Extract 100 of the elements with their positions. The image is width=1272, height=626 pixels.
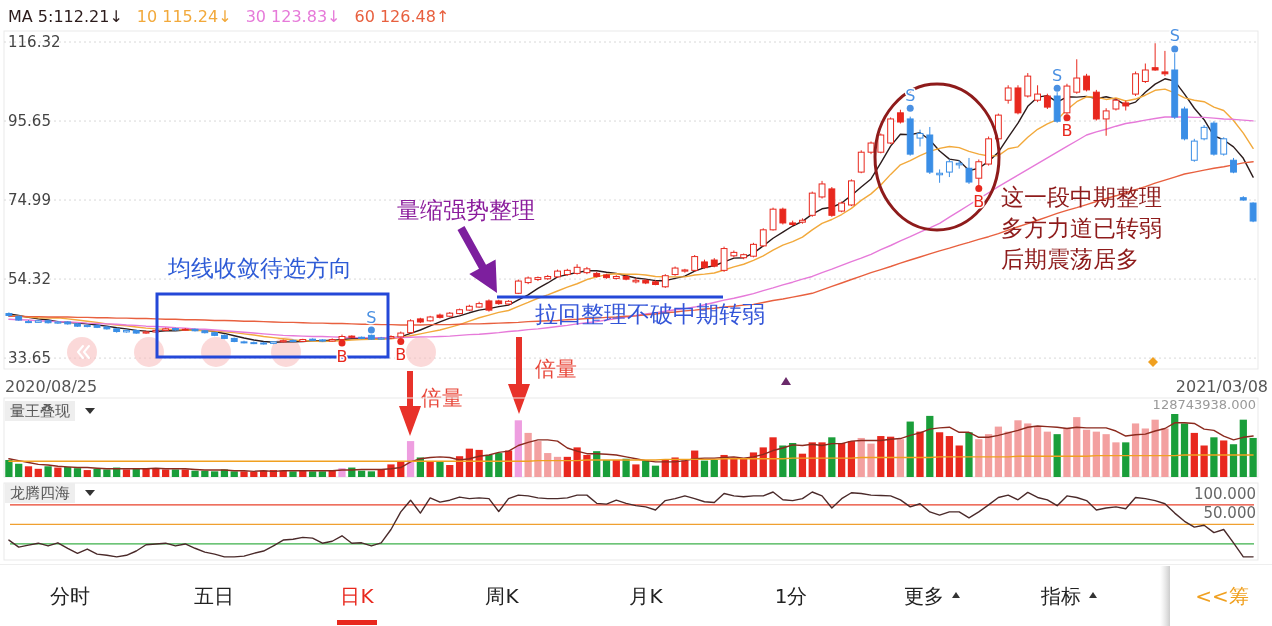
bar bbox=[710, 459, 718, 477]
bar bbox=[308, 471, 317, 477]
bar bbox=[1180, 423, 1189, 477]
bar bbox=[1190, 432, 1198, 477]
bar bbox=[1033, 426, 1042, 477]
bar bbox=[357, 470, 366, 477]
data-label: S bbox=[1052, 65, 1063, 85]
annotation: 倍量 bbox=[535, 357, 577, 381]
bar bbox=[1082, 429, 1091, 477]
bar bbox=[162, 469, 170, 477]
bar bbox=[103, 469, 111, 477]
text: 30 123.83↓ bbox=[245, 6, 341, 26]
bar bbox=[553, 456, 562, 477]
candlestick bbox=[808, 191, 816, 218]
text: 月K bbox=[629, 584, 664, 608]
bar bbox=[1210, 437, 1218, 477]
bar bbox=[632, 464, 640, 477]
text: 1分 bbox=[774, 584, 808, 608]
bar bbox=[544, 453, 552, 477]
bar bbox=[1161, 428, 1169, 477]
bar bbox=[1053, 434, 1061, 477]
bar bbox=[250, 471, 258, 477]
bar bbox=[191, 470, 199, 477]
point bbox=[975, 185, 983, 193]
bar bbox=[1249, 437, 1257, 477]
bar bbox=[1151, 419, 1159, 477]
bar bbox=[1171, 414, 1179, 477]
bar bbox=[54, 467, 62, 477]
bar bbox=[152, 468, 160, 477]
data-label: S bbox=[905, 85, 916, 105]
text: 指标 bbox=[1040, 584, 1081, 608]
candlestick bbox=[1151, 42, 1159, 72]
bar bbox=[867, 443, 875, 477]
annotation: 均线收敛待选方向 bbox=[167, 255, 352, 281]
candlestick bbox=[1102, 107, 1110, 137]
bar bbox=[681, 460, 689, 477]
bar bbox=[1073, 417, 1081, 477]
bar bbox=[240, 471, 248, 477]
bar bbox=[73, 468, 82, 477]
bar bbox=[24, 466, 33, 477]
text: MA 5:112.21↓ bbox=[8, 6, 123, 26]
text: 更多 bbox=[904, 584, 944, 608]
annotation: 量缩强势整理 bbox=[397, 197, 535, 223]
bar bbox=[514, 420, 522, 477]
bar bbox=[1220, 440, 1228, 477]
bar bbox=[524, 432, 532, 477]
bar bbox=[926, 415, 934, 477]
chart-title: 龙腾四海 bbox=[10, 484, 70, 502]
text: 日K bbox=[340, 584, 375, 608]
data-label: S bbox=[1169, 26, 1180, 46]
bar bbox=[1024, 423, 1032, 477]
text: 2021/03/08 bbox=[1175, 376, 1268, 396]
bar bbox=[916, 431, 924, 477]
bar bbox=[1122, 442, 1130, 477]
candlestick bbox=[965, 157, 973, 185]
bar bbox=[1063, 427, 1071, 477]
point bbox=[338, 339, 346, 347]
candlestick bbox=[1190, 138, 1198, 163]
bar bbox=[93, 468, 101, 477]
candlestick bbox=[720, 246, 728, 273]
bar bbox=[1229, 444, 1238, 477]
bar bbox=[906, 421, 914, 477]
bar bbox=[1092, 431, 1100, 477]
text: 10 115.24↓ bbox=[136, 6, 232, 26]
bar bbox=[975, 439, 983, 477]
bar bbox=[211, 471, 219, 477]
text: 2020/08/25 bbox=[5, 376, 98, 396]
bar bbox=[740, 458, 748, 477]
bar bbox=[289, 471, 297, 477]
candlestick bbox=[191, 327, 199, 333]
bar bbox=[1131, 423, 1140, 477]
text: 分时 bbox=[50, 584, 90, 608]
bar bbox=[5, 459, 13, 477]
point bbox=[1053, 84, 1061, 92]
point bbox=[906, 104, 914, 112]
bar bbox=[201, 470, 209, 477]
chart-title: 量王叠现 bbox=[10, 402, 70, 420]
text: 倍量 bbox=[421, 386, 463, 410]
bar bbox=[318, 471, 327, 477]
candlestick bbox=[769, 207, 777, 232]
bar bbox=[485, 454, 493, 477]
text: <<筹 bbox=[1195, 584, 1249, 608]
point bbox=[1171, 45, 1179, 53]
bar bbox=[426, 461, 434, 477]
candlestick bbox=[5, 311, 13, 318]
bar bbox=[1141, 428, 1149, 477]
data-label: S bbox=[366, 307, 377, 327]
bar bbox=[935, 432, 944, 477]
candlestick bbox=[1004, 84, 1012, 105]
bar bbox=[945, 436, 954, 477]
bar bbox=[1043, 431, 1051, 477]
bar bbox=[34, 468, 42, 477]
bar bbox=[896, 439, 905, 477]
bar bbox=[406, 441, 415, 477]
candlestick bbox=[1220, 136, 1228, 157]
bar bbox=[1239, 419, 1247, 477]
data-label: B bbox=[395, 344, 407, 364]
y-tick-label: 100.000 bbox=[1193, 484, 1256, 503]
bar bbox=[44, 466, 52, 477]
bar bbox=[700, 460, 709, 477]
